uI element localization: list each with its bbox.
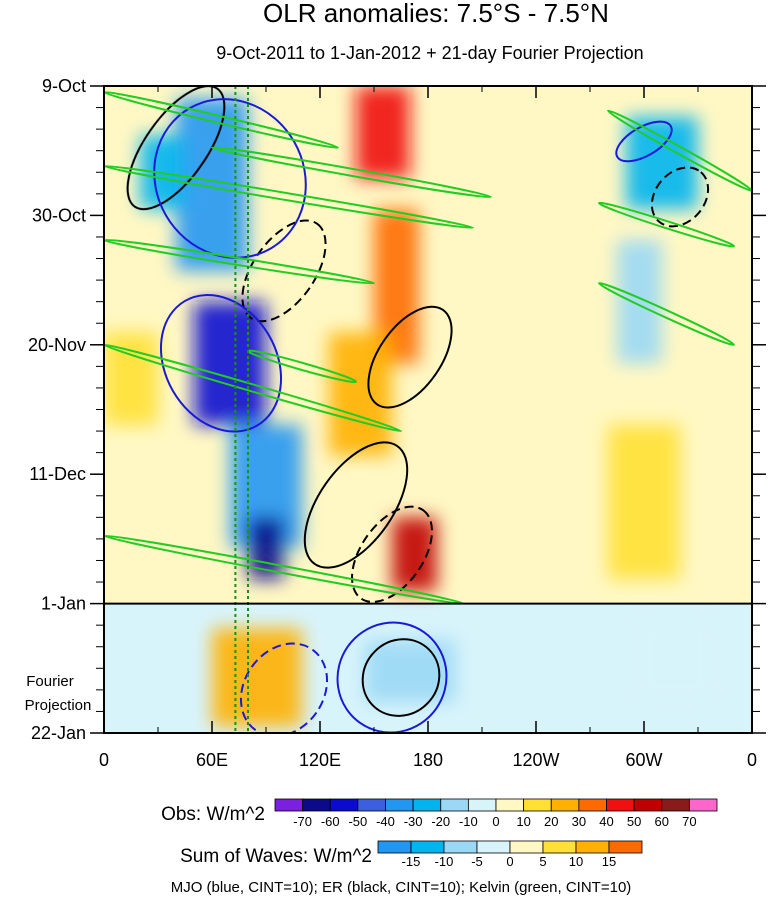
colorbar-swatch [302, 798, 331, 812]
colorbar-tick-label: 10 [516, 814, 530, 829]
colorbar-tick-label: 10 [569, 854, 583, 869]
colorbar-tick-label: -30 [404, 814, 423, 829]
mjo-contour [336, 621, 448, 733]
y-tick-label: 9-Oct [42, 76, 86, 96]
colorbar-tick-label: 40 [599, 814, 613, 829]
kelvin-contour [104, 164, 475, 229]
colorbar-swatch [476, 840, 511, 854]
x-tick-label: 120E [299, 750, 341, 770]
anomaly-regions [104, 86, 716, 727]
colorbar-swatch [578, 798, 607, 812]
colorbar-swatch [542, 840, 577, 854]
colorbar-tick-label: -50 [348, 814, 367, 829]
waves-colorbar: -15 -10 -5 0 5 10 15 [377, 840, 643, 869]
y-tick-label: 30-Oct [32, 205, 86, 225]
colorbar-swatch [357, 798, 386, 812]
er-contour [361, 638, 441, 717]
mjo-contour [239, 642, 329, 733]
colorbar-swatch [688, 798, 718, 812]
colorbar-swatch [443, 840, 478, 854]
colorbar-tick-label: 0 [492, 814, 499, 829]
kelvin-contour [104, 238, 376, 285]
colorbar-swatch [412, 798, 442, 812]
colorbar-tick-label: -10 [435, 854, 454, 869]
x-tick-label: 0 [99, 750, 109, 770]
colorbar-tick-label: 20 [544, 814, 558, 829]
projected-anomaly-region [365, 640, 455, 703]
y-tick-label: 11-Dec [29, 464, 86, 484]
y-tick-label: 22-Jan [31, 723, 86, 743]
er-contour [367, 305, 453, 409]
obs-colorbar-label: Obs: W/m^2 [161, 804, 265, 825]
plot-area [104, 86, 752, 733]
contours-caption: MJO (blue, CINT=10); ER (black, CINT=10)… [171, 879, 632, 896]
projection-label-line2: Projection [25, 697, 92, 714]
colorbar-tick-label: 50 [627, 814, 641, 829]
observed-anomaly-region [356, 86, 410, 179]
colorbar-swatch [575, 840, 610, 854]
y-tick-label: 20-Nov [28, 335, 86, 355]
observed-anomaly-region [248, 517, 284, 579]
colorbar-swatch [523, 798, 552, 812]
kelvin-contour [597, 201, 736, 248]
colorbar-swatch [661, 798, 690, 812]
projected-anomaly-region [635, 615, 716, 703]
observed-anomaly-region [608, 424, 680, 579]
colorbar-swatch [410, 840, 445, 854]
x-tick-label: 60E [196, 750, 228, 770]
x-tick-label: 180 [413, 750, 443, 770]
kelvin-contour [210, 146, 493, 199]
obs-colorbar: -70 -60 -50 -40 -30 -20 -10 0 10 20 30 40 50 60 70 [274, 798, 718, 829]
observed-anomaly-region [626, 116, 698, 210]
colorbar-swatch [495, 798, 525, 812]
colorbar-tick-label: 70 [682, 814, 696, 829]
y-tick-label: 1-Jan [41, 594, 86, 614]
colorbar-swatch [467, 798, 497, 812]
x-tick-label: 0 [747, 750, 757, 770]
kelvin-contour [597, 282, 736, 346]
colorbar-tick-label: -20 [431, 814, 450, 829]
colorbar-tick-label: -60 [321, 814, 340, 829]
colorbar-swatch [509, 840, 544, 854]
colorbar-swatch [633, 798, 663, 812]
colorbar-swatch [550, 798, 580, 812]
colorbar-tick-label: 0 [506, 854, 513, 869]
observed-anomaly-region [329, 332, 392, 456]
colorbar-tick-label: -70 [293, 814, 312, 829]
observed-anomaly-region [194, 301, 266, 425]
colorbar-swatch [274, 798, 304, 812]
colorbar-tick-label: 5 [539, 854, 546, 869]
colorbar-swatch [606, 798, 635, 812]
projection-label-line1: Fourier [26, 673, 74, 690]
colorbar-tick-label: -10 [459, 814, 478, 829]
colorbar-swatch [377, 840, 412, 854]
er-contour [303, 441, 409, 569]
colorbar-tick-label: -40 [376, 814, 395, 829]
colorbar-swatch [608, 840, 643, 854]
colorbar-swatch [385, 798, 414, 812]
colorbar-swatch [440, 798, 469, 812]
chart-title: OLR anomalies: 7.5°S - 7.5°N [263, 0, 609, 28]
x-tick-label: 60W [625, 750, 662, 770]
chart-subtitle: 9-Oct-2011 to 1-Jan-2012 + 21-day Fourie… [216, 43, 643, 63]
colorbar-tick-label: -5 [471, 854, 483, 869]
observed-anomaly-region [392, 517, 437, 592]
colorbar-tick-label: -15 [402, 854, 421, 869]
mjo-contour [159, 294, 283, 433]
er-contour [351, 505, 433, 603]
x-tick-label: 120W [512, 750, 559, 770]
axes: 0 60E 120E 180 120W 60W 0 9-Oct 30-Oct 20-Nov 11-D… [28, 76, 766, 770]
observed-anomaly-region [617, 240, 662, 364]
er-contour [126, 86, 226, 211]
colorbar-tick-label: 15 [602, 854, 616, 869]
waves-colorbar-label: Sum of Waves: W/m^2 [180, 846, 372, 867]
colorbar-tick-label: 30 [572, 814, 586, 829]
kelvin-contour [104, 343, 403, 433]
colorbar-tick-label: 60 [655, 814, 669, 829]
colorbar-swatch [329, 798, 359, 812]
